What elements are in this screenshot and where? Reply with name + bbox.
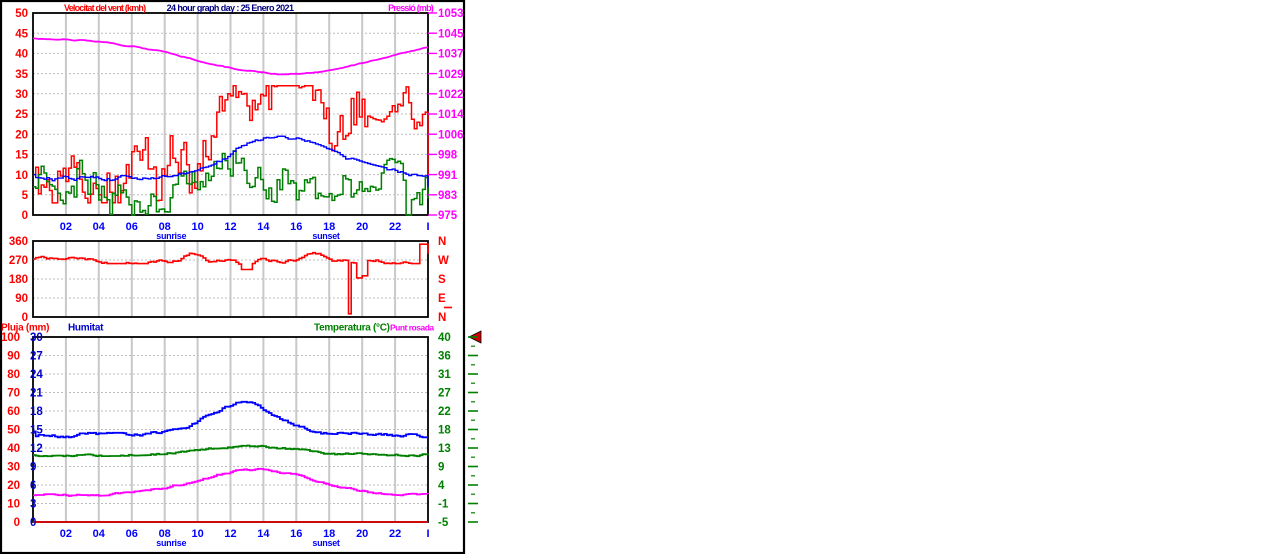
svg-text:18: 18 xyxy=(438,425,451,437)
svg-text:983: 983 xyxy=(438,190,457,202)
svg-text:27: 27 xyxy=(30,351,43,363)
svg-text:N: N xyxy=(438,312,446,324)
svg-text:22: 22 xyxy=(389,528,401,540)
svg-text:998: 998 xyxy=(438,150,458,162)
svg-text:22: 22 xyxy=(438,406,451,418)
svg-text:10: 10 xyxy=(7,499,20,511)
svg-text:1029: 1029 xyxy=(438,69,464,81)
svg-text:20: 20 xyxy=(15,129,28,141)
svg-text:31: 31 xyxy=(438,369,451,381)
svg-text:40: 40 xyxy=(7,443,20,455)
svg-text:1006: 1006 xyxy=(438,129,464,141)
svg-text:180: 180 xyxy=(9,274,28,286)
svg-text:1014: 1014 xyxy=(438,109,464,121)
svg-text:30: 30 xyxy=(7,462,20,474)
svg-text:0: 0 xyxy=(30,517,36,529)
svg-text:sunset: sunset xyxy=(312,231,340,241)
svg-text:10: 10 xyxy=(191,528,203,540)
svg-text:04: 04 xyxy=(93,221,106,233)
svg-text:02: 02 xyxy=(60,221,72,233)
svg-text:20: 20 xyxy=(356,528,368,540)
svg-text:02: 02 xyxy=(60,528,72,540)
svg-text:50: 50 xyxy=(7,425,20,437)
svg-text:I: I xyxy=(426,528,429,540)
svg-text:N: N xyxy=(438,236,446,248)
svg-text:18: 18 xyxy=(30,406,43,418)
svg-text:10: 10 xyxy=(191,221,203,233)
svg-text:24 hour graph day : 25 Enero 2: 24 hour graph day : 25 Enero 2021 xyxy=(167,3,294,13)
svg-text:975: 975 xyxy=(438,210,458,222)
svg-text:4: 4 xyxy=(438,480,445,492)
svg-text:I: I xyxy=(426,221,429,233)
svg-text:-5: -5 xyxy=(438,517,449,529)
svg-text:27: 27 xyxy=(438,388,451,400)
svg-text:16: 16 xyxy=(290,221,302,233)
svg-text:-1: -1 xyxy=(438,499,449,511)
svg-text:20: 20 xyxy=(7,480,20,492)
svg-text:1045: 1045 xyxy=(438,28,464,40)
svg-text:Pluja (mm): Pluja (mm) xyxy=(1,323,49,334)
svg-text:04: 04 xyxy=(93,528,106,540)
svg-text:45: 45 xyxy=(15,28,28,40)
svg-text:100: 100 xyxy=(1,332,20,344)
svg-text:12: 12 xyxy=(224,528,236,540)
svg-text:14: 14 xyxy=(257,221,270,233)
svg-text:40: 40 xyxy=(15,49,28,61)
svg-text:10: 10 xyxy=(15,170,28,182)
svg-text:S: S xyxy=(438,274,446,286)
svg-text:70: 70 xyxy=(7,388,20,400)
svg-text:991: 991 xyxy=(438,170,458,182)
svg-text:16: 16 xyxy=(290,528,302,540)
svg-text:sunrise: sunrise xyxy=(156,538,186,548)
svg-text:13: 13 xyxy=(438,443,451,455)
svg-text:40: 40 xyxy=(438,332,451,344)
svg-text:W: W xyxy=(438,255,449,267)
svg-text:60: 60 xyxy=(7,406,20,418)
svg-text:0: 0 xyxy=(14,517,20,529)
svg-text:3: 3 xyxy=(30,499,36,511)
svg-text:20: 20 xyxy=(356,221,368,233)
svg-text:Humitat: Humitat xyxy=(68,323,104,334)
svg-text:36: 36 xyxy=(438,351,451,363)
svg-text:5: 5 xyxy=(22,190,29,202)
svg-text:9: 9 xyxy=(30,462,36,474)
svg-text:90: 90 xyxy=(15,293,28,305)
svg-text:1022: 1022 xyxy=(438,89,464,101)
svg-text:24: 24 xyxy=(30,369,43,381)
svg-text:50: 50 xyxy=(15,8,28,20)
svg-text:0: 0 xyxy=(22,210,28,222)
svg-text:6: 6 xyxy=(30,480,36,492)
svg-text:sunrise: sunrise xyxy=(156,231,186,241)
svg-text:Pressió (mb): Pressió (mb) xyxy=(388,3,434,13)
svg-text:06: 06 xyxy=(126,221,138,233)
svg-text:sunset: sunset xyxy=(312,538,340,548)
svg-text:1037: 1037 xyxy=(438,49,464,61)
svg-text:360: 360 xyxy=(9,236,28,248)
svg-text:1053: 1053 xyxy=(438,8,464,20)
svg-text:14: 14 xyxy=(257,528,270,540)
svg-text:E: E xyxy=(438,293,446,305)
svg-text:25: 25 xyxy=(15,109,28,121)
svg-text:15: 15 xyxy=(30,425,43,437)
svg-text:270: 270 xyxy=(9,255,28,267)
svg-text:30: 30 xyxy=(15,89,28,101)
svg-text:35: 35 xyxy=(15,69,28,81)
svg-text:Temperatura (°C): Temperatura (°C) xyxy=(314,323,390,334)
svg-text:12: 12 xyxy=(224,221,236,233)
svg-text:06: 06 xyxy=(126,528,138,540)
svg-text:80: 80 xyxy=(7,369,20,381)
svg-text:22: 22 xyxy=(389,221,401,233)
svg-text:90: 90 xyxy=(7,351,20,363)
svg-text:9: 9 xyxy=(438,462,444,474)
svg-text:Velocitat del vent (kmh): Velocitat del vent (kmh) xyxy=(64,3,146,13)
svg-text:30: 30 xyxy=(30,332,43,344)
svg-text:15: 15 xyxy=(15,150,28,162)
svg-text:12: 12 xyxy=(30,443,43,455)
svg-text:21: 21 xyxy=(30,388,43,400)
svg-text:Punt rosada: Punt rosada xyxy=(390,323,434,333)
